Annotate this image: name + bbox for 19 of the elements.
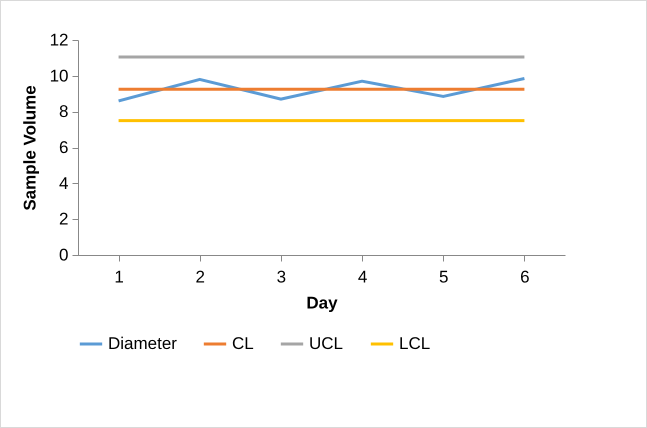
- y-tick-label: 2: [59, 210, 68, 229]
- legend-label: LCL: [399, 334, 430, 353]
- x-tick-label: 4: [358, 268, 368, 286]
- x-tick-label: 3: [276, 268, 286, 286]
- legend-label: Diameter: [108, 334, 178, 353]
- x-tick-label: 2: [196, 268, 205, 286]
- legend-label: CL: [232, 334, 254, 353]
- x-tick-label: 5: [439, 268, 448, 286]
- y-tick-label: 4: [59, 174, 68, 193]
- y-axis-title: Sample Volume: [20, 85, 40, 211]
- y-tick-label: 0: [59, 246, 68, 264]
- x-tick-label: 6: [520, 268, 530, 286]
- y-tick-label: 12: [50, 30, 68, 50]
- y-tick-label: 10: [50, 66, 68, 86]
- y-tick-label: 6: [59, 138, 68, 157]
- x-axis-title: Day: [306, 294, 338, 312]
- x-tick-label: 1: [114, 268, 124, 286]
- y-tick-label: 8: [59, 102, 68, 122]
- legend-label: UCL: [309, 334, 344, 353]
